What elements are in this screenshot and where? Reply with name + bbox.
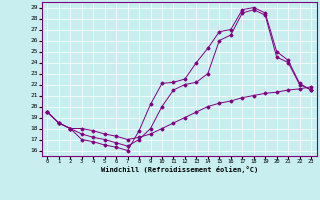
X-axis label: Windchill (Refroidissement éolien,°C): Windchill (Refroidissement éolien,°C) xyxy=(100,166,258,173)
